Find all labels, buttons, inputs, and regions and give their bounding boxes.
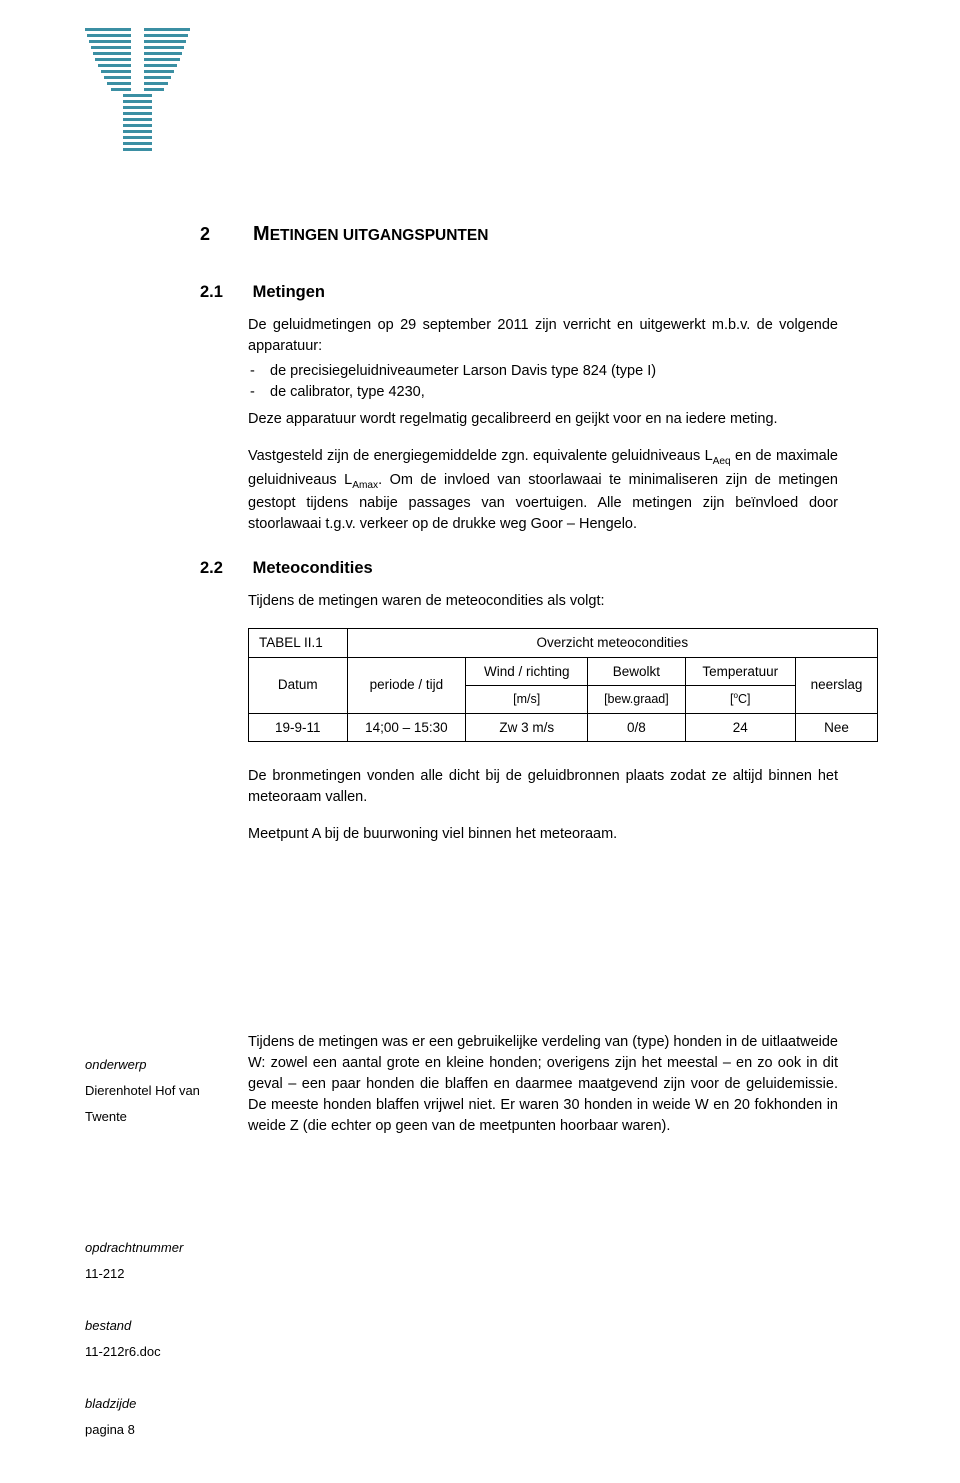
page: 2 METINGEN UITGANGSPUNTEN 2.1 Metingen D… [0,0,960,1483]
table-title-row: TABEL II.1 Overzicht meteocondities [249,629,878,658]
apparatus-list: de precisiegeluidniveaumeter Larson Davi… [248,361,838,403]
bestand-block: bestand 11-212r6.doc [85,1313,183,1365]
chapter-title: METINGEN UITGANGSPUNTEN [253,224,488,244]
section-2-1: 2.1 Metingen De geluidmetingen op 29 sep… [200,281,875,535]
table-cell: 14;00 – 15:30 [347,713,466,742]
unit-cell: [oC] [685,686,796,713]
table-cell: 0/8 [588,713,685,742]
bladzijde-label: bladzijde [85,1391,183,1417]
intro-paragraph: Tijdens de metingen waren de meteocondit… [248,591,838,612]
table-cell: 24 [685,713,796,742]
section-number: 2.1 [200,281,248,305]
table-row: 19-9-11 14;00 – 15:30 Zw 3 m/s 0/8 24 Ne… [249,713,878,742]
meteo-table: TABEL II.1 Overzicht meteocondities Datu… [248,628,878,742]
list-item: de precisiegeluidniveaumeter Larson Davi… [248,361,838,382]
intro-paragraph: De geluidmetingen op 29 september 2011 z… [248,315,838,357]
bestand-label: bestand [85,1313,183,1339]
unit-cell: [m/s] [466,686,588,713]
bladzijde-block: bladzijde pagina 8 [85,1391,183,1443]
opdracht-label: opdrachtnummer [85,1235,183,1261]
logo [85,28,190,165]
col-header: Bewolkt [588,657,685,686]
opdracht-value: 11-212 [85,1261,183,1287]
section-body-2-1: De geluidmetingen op 29 september 2011 z… [248,315,838,535]
post-table-body: De bronmetingen vonden alle dicht bij de… [248,766,838,845]
table-cell: Nee [796,713,878,742]
col-header: periode / tijd [347,657,466,713]
onderwerp-value-line2: Twente [85,1104,225,1130]
onderwerp-block: onderwerp Dierenhotel Hof van Twente [85,1052,225,1130]
section-heading-2-2: 2.2 Meteocondities [200,557,875,581]
post-paragraph-1: De bronmetingen vonden alle dicht bij de… [248,766,838,808]
table-label: TABEL II.1 [249,629,348,658]
after-bullets-paragraph: Deze apparatuur wordt regelmatig gecalib… [248,409,838,430]
footer-left: opdrachtnummer 11-212 bestand 11-212r6.d… [85,1235,183,1443]
chapter-heading: 2 METINGEN UITGANGSPUNTEN [200,220,875,249]
section-heading-2-1: 2.1 Metingen [200,281,875,305]
post-paragraph-3: Tijdens de metingen was er een gebruikel… [248,1032,838,1137]
table-header-row: Datum periode / tijd Wind / richting Bew… [249,657,878,686]
section-number: 2.2 [200,557,248,581]
bladzijde-value: pagina 8 [85,1417,183,1443]
section-title: Metingen [253,283,325,301]
unit-cell: [bew.graad] [588,686,685,713]
onderwerp-label: onderwerp [85,1052,225,1078]
col-header: Datum [249,657,348,713]
logo-y-icon [85,28,190,158]
onderwerp-value-line1: Dierenhotel Hof van [85,1078,225,1104]
col-header: neerslag [796,657,878,713]
col-header: Wind / richting [466,657,588,686]
section-2-2: 2.2 Meteocondities Tijdens de metingen w… [200,557,875,845]
col-header: Temperatuur [685,657,796,686]
table-cell: Zw 3 m/s [466,713,588,742]
paragraph-2: Vastgesteld zijn de energiegemiddelde zg… [248,446,838,535]
section-title: Meteocondities [253,559,373,577]
table-caption: Overzicht meteocondities [347,629,877,658]
table-cell: 19-9-11 [249,713,348,742]
chapter-number: 2 [200,221,248,247]
section-body-2-2: Tijdens de metingen waren de meteocondit… [248,591,838,612]
bestand-value: 11-212r6.doc [85,1339,183,1365]
table-wrap: TABEL II.1 Overzicht meteocondities Datu… [248,628,875,742]
opdracht-block: opdrachtnummer 11-212 [85,1235,183,1287]
post-paragraph-2: Meetpunt A bij de buurwoning viel binnen… [248,824,838,845]
list-item: de calibrator, type 4230, [248,382,838,403]
